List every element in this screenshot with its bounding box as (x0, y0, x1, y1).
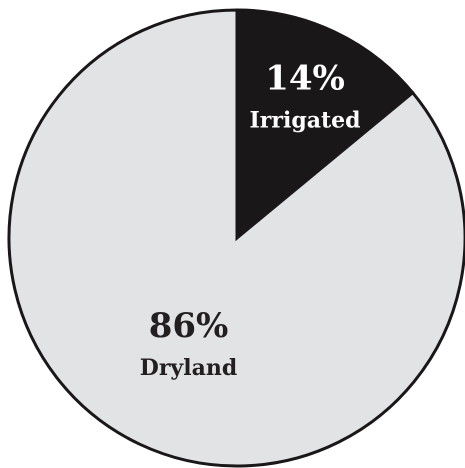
pie-category-label-dryland: Dryland (140, 355, 237, 381)
pie-slice-dryland (7, 8, 465, 468)
pie-slices (7, 8, 465, 468)
pie-slice-irrigated (235, 8, 415, 242)
pie-labels: 14% Irrigated 86% Dryland (140, 59, 361, 382)
pie-category-label-irrigated: Irrigated (249, 108, 360, 134)
pie-value-label-dryland: 86% (149, 306, 229, 346)
pie-value-label-irrigated: 14% (265, 59, 345, 99)
